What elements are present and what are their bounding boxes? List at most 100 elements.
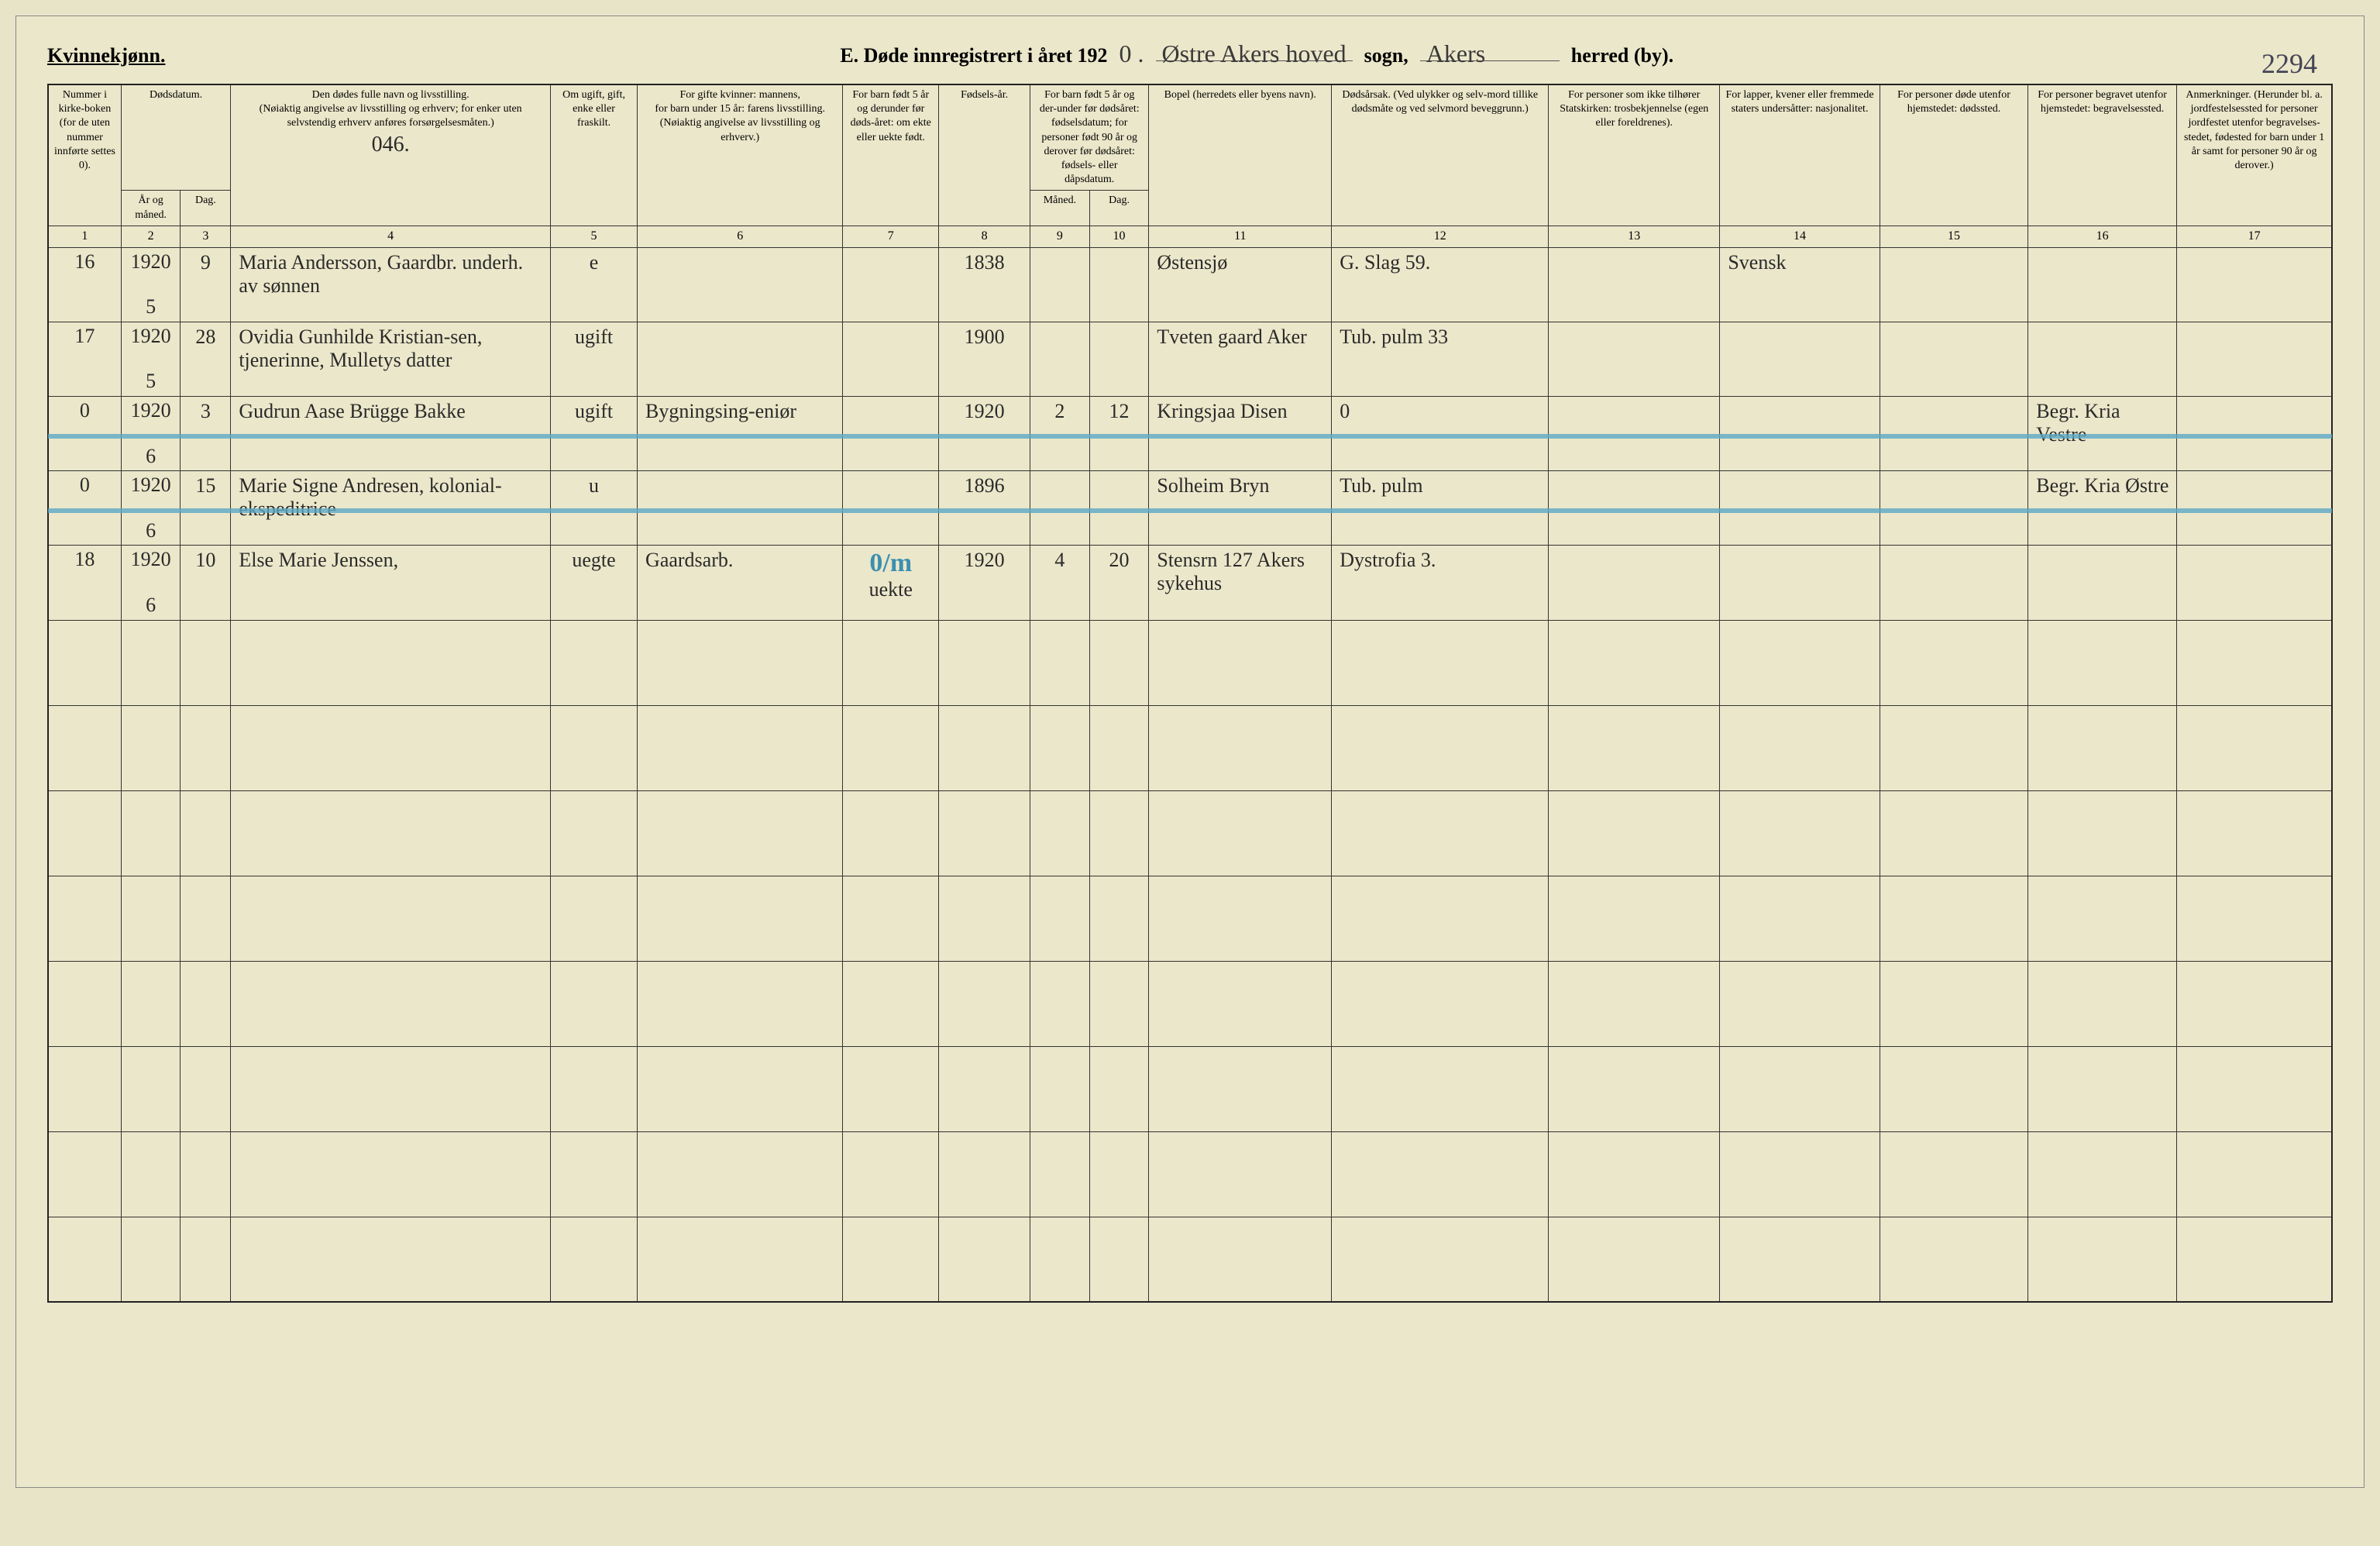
empty-cell bbox=[48, 1217, 121, 1302]
cell-birth-day: 12 bbox=[1089, 397, 1149, 471]
cell-name: Gudrun Aase Brügge Bakke bbox=[231, 397, 551, 471]
empty-cell bbox=[1332, 876, 1549, 961]
empty-cell bbox=[1030, 620, 1090, 705]
cell-burial-place bbox=[2028, 247, 2177, 322]
empty-cell bbox=[121, 1046, 181, 1131]
herred-label: herred (by). bbox=[1571, 44, 1673, 67]
empty-cell bbox=[2028, 876, 2177, 961]
col-header-1: Nummer i kirke-boken (for de uten nummer… bbox=[48, 84, 121, 226]
empty-cell bbox=[231, 620, 551, 705]
empty-cell bbox=[1030, 1046, 1090, 1131]
cell-death-place bbox=[1880, 471, 2028, 546]
cell-nationality: Svensk bbox=[1720, 247, 1880, 322]
col6-bot: (Nøiaktig angivelse av livsstilling og e… bbox=[660, 117, 820, 143]
parish-name: Østre Akers hoved bbox=[1156, 40, 1353, 61]
empty-cell bbox=[843, 790, 939, 876]
cell-remarks bbox=[2176, 322, 2331, 396]
empty-cell bbox=[48, 790, 121, 876]
gender-label: Kvinnekjønn. bbox=[47, 44, 165, 67]
cell-birth-year: 1900 bbox=[939, 322, 1030, 396]
cell-remarks bbox=[2176, 397, 2331, 471]
cell-year-month: 19206 bbox=[121, 546, 181, 620]
empty-cell bbox=[231, 961, 551, 1046]
empty-cell bbox=[843, 1046, 939, 1131]
empty-cell bbox=[551, 705, 638, 790]
cell-residence: Stensrn 127 Akers sykehus bbox=[1149, 546, 1332, 620]
empty-cell bbox=[2028, 790, 2177, 876]
column-number: 12 bbox=[1332, 226, 1549, 247]
cell-religion bbox=[1549, 247, 1720, 322]
empty-cell bbox=[231, 1131, 551, 1217]
empty-cell bbox=[121, 961, 181, 1046]
empty-cell bbox=[1720, 876, 1880, 961]
cell-number: 0 bbox=[48, 397, 121, 471]
col-header-7: For barn født 5 år og derunder før døds-… bbox=[843, 84, 939, 226]
empty-cell bbox=[2176, 1131, 2331, 1217]
empty-cell bbox=[1720, 620, 1880, 705]
cell-birth-month: 2 bbox=[1030, 397, 1090, 471]
empty-cell bbox=[1089, 705, 1149, 790]
empty-cell bbox=[1149, 620, 1332, 705]
cell-spouse bbox=[638, 247, 843, 322]
column-number: 4 bbox=[231, 226, 551, 247]
cell-death-place bbox=[1880, 546, 2028, 620]
col-header-3: Dag. bbox=[181, 191, 231, 226]
empty-cell bbox=[1720, 705, 1880, 790]
empty-cell bbox=[121, 620, 181, 705]
cell-birth-month: 4 bbox=[1030, 546, 1090, 620]
cell-remarks bbox=[2176, 471, 2331, 546]
empty-cell bbox=[231, 705, 551, 790]
cell-religion bbox=[1549, 322, 1720, 396]
cell-nationality bbox=[1720, 471, 1880, 546]
col-header-14: For lapper, kvener eller fremmede stater… bbox=[1720, 84, 1880, 226]
empty-cell bbox=[1089, 1046, 1149, 1131]
cell-residence: Solheim Bryn bbox=[1149, 471, 1332, 546]
cell-birth-day bbox=[1089, 247, 1149, 322]
empty-cell bbox=[551, 961, 638, 1046]
empty-cell bbox=[939, 705, 1030, 790]
empty-cell bbox=[1089, 961, 1149, 1046]
empty-cell bbox=[48, 1046, 121, 1131]
column-number: 17 bbox=[2176, 226, 2331, 247]
empty-cell bbox=[1880, 790, 2028, 876]
empty-cell bbox=[181, 620, 231, 705]
empty-cell bbox=[1549, 1046, 1720, 1131]
cell-religion bbox=[1549, 471, 1720, 546]
empty-cell bbox=[939, 1046, 1030, 1131]
empty-cell bbox=[551, 620, 638, 705]
col-header-12: Dødsårsak. (Ved ulykker og selv-mord til… bbox=[1332, 84, 1549, 226]
cell-status: e bbox=[551, 247, 638, 322]
column-number-row: 1234567891011121314151617 bbox=[48, 226, 2332, 247]
empty-cell bbox=[121, 705, 181, 790]
col-header-17: Anmerkninger. (Herunder bl. a. jordfeste… bbox=[2176, 84, 2331, 226]
cell-remarks bbox=[2176, 247, 2331, 322]
empty-cell bbox=[843, 876, 939, 961]
empty-row bbox=[48, 620, 2332, 705]
cell-ekte bbox=[843, 247, 939, 322]
cell-death-place bbox=[1880, 247, 2028, 322]
empty-cell bbox=[1720, 1131, 1880, 1217]
empty-cell bbox=[1549, 876, 1720, 961]
cell-birth-day bbox=[1089, 322, 1149, 396]
empty-row bbox=[48, 876, 2332, 961]
empty-cell bbox=[1030, 1131, 1090, 1217]
cell-cause: G. Slag 59. bbox=[1332, 247, 1549, 322]
empty-cell bbox=[1332, 790, 1549, 876]
empty-row bbox=[48, 1217, 2332, 1302]
cell-birth-year: 1920 bbox=[939, 397, 1030, 471]
cell-residence: Østensjø bbox=[1149, 247, 1332, 322]
ledger-table: Nummer i kirke-boken (for de uten nummer… bbox=[47, 84, 2333, 1303]
column-number: 16 bbox=[2028, 226, 2177, 247]
empty-cell bbox=[1089, 876, 1149, 961]
ledger-row: 01920615Marie Signe Andresen, kolonial-e… bbox=[48, 471, 2332, 546]
ledger-page: 2294 Kvinnekjønn. E. Døde innregistrert … bbox=[15, 15, 2365, 1488]
empty-cell bbox=[1880, 876, 2028, 961]
cell-death-place bbox=[1880, 397, 2028, 471]
herred-name: Akers bbox=[1420, 40, 1560, 61]
column-number: 10 bbox=[1089, 226, 1149, 247]
column-number: 7 bbox=[843, 226, 939, 247]
cell-status: ugift bbox=[551, 397, 638, 471]
col-header-16: For personer begravet utenfor hjemstedet… bbox=[2028, 84, 2177, 226]
col-header-9: Måned. bbox=[1030, 191, 1090, 226]
column-number: 14 bbox=[1720, 226, 1880, 247]
